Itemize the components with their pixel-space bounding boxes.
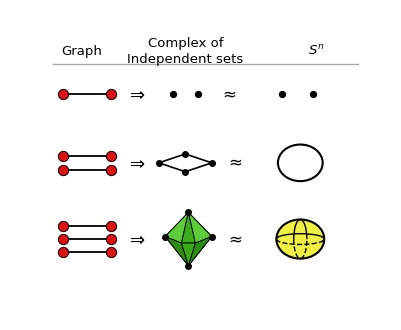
Circle shape <box>276 219 324 259</box>
Polygon shape <box>181 243 195 266</box>
Point <box>156 160 162 165</box>
Text: ≈: ≈ <box>228 230 242 248</box>
Polygon shape <box>188 237 212 266</box>
Point <box>59 249 66 255</box>
Point <box>194 92 201 97</box>
Point <box>59 153 66 158</box>
Polygon shape <box>165 237 188 266</box>
Point <box>209 234 215 239</box>
Point <box>310 92 316 97</box>
Point <box>107 236 114 242</box>
Point <box>278 92 285 97</box>
Polygon shape <box>165 237 212 266</box>
Point <box>107 92 114 97</box>
Text: ≈: ≈ <box>228 154 242 172</box>
Point <box>59 92 66 97</box>
Point <box>107 223 114 228</box>
Point <box>209 160 215 165</box>
Point <box>59 223 66 228</box>
Point <box>107 153 114 158</box>
Polygon shape <box>188 213 212 243</box>
Point <box>107 167 114 173</box>
Point <box>170 92 176 97</box>
Text: ≈: ≈ <box>222 85 236 103</box>
Point <box>185 263 192 268</box>
Text: $S^n$: $S^n$ <box>308 44 324 58</box>
Polygon shape <box>165 213 212 237</box>
Point <box>185 210 192 215</box>
Point <box>182 169 188 174</box>
Point <box>59 236 66 242</box>
Point <box>107 249 114 255</box>
Text: $\Rightarrow$: $\Rightarrow$ <box>126 230 146 248</box>
Text: Graph: Graph <box>61 45 101 57</box>
Point <box>162 234 168 239</box>
Text: $\Rightarrow$: $\Rightarrow$ <box>126 85 146 103</box>
Text: $\Rightarrow$: $\Rightarrow$ <box>126 154 146 172</box>
Text: Complex of
Independent sets: Complex of Independent sets <box>127 37 243 66</box>
Point <box>59 167 66 173</box>
Polygon shape <box>165 213 188 243</box>
Point <box>182 151 188 157</box>
Polygon shape <box>181 213 195 243</box>
